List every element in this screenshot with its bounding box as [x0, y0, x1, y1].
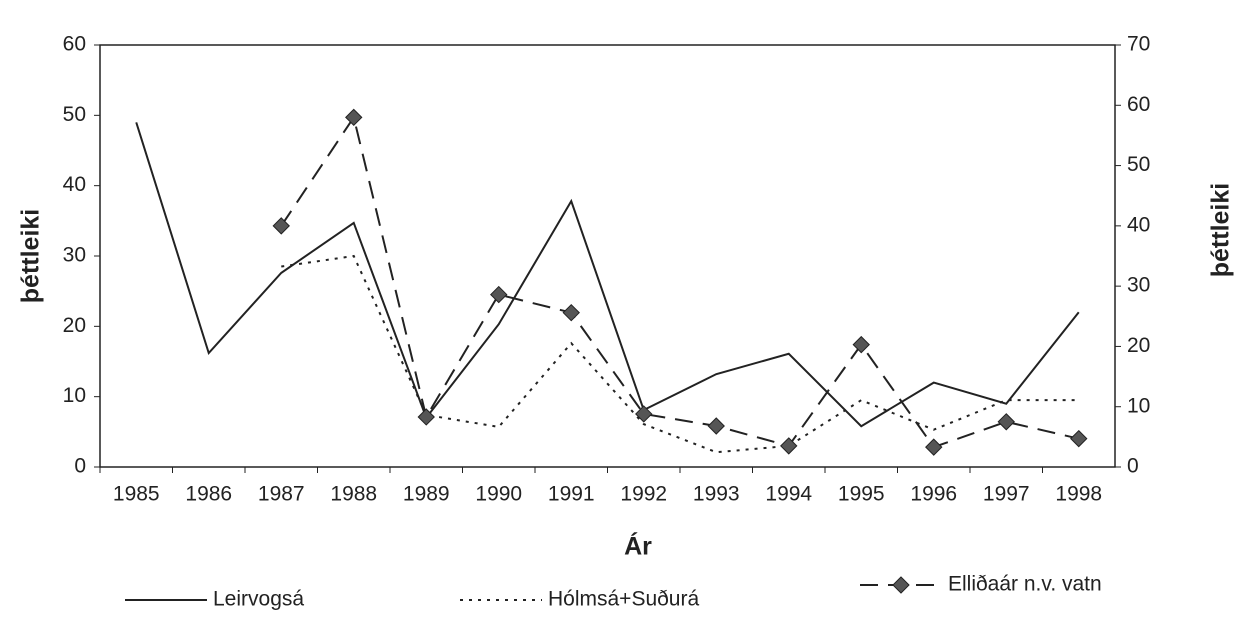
legend-label: Elliðaár n.v. vatn — [948, 573, 1102, 596]
legend-label: Leirvogsá — [213, 588, 304, 611]
legend-label: Hólmsá+Suðurá — [548, 588, 699, 611]
marker — [635, 405, 653, 423]
y2-tick-label: 0 — [1127, 455, 1139, 478]
y2-axis-label: þéttleiki — [1207, 183, 1235, 277]
x-tick-label: 1996 — [910, 483, 957, 506]
y2-tick-label: 50 — [1127, 153, 1150, 176]
marker — [417, 408, 435, 426]
marker — [707, 417, 725, 435]
x-tick-label: 1998 — [1055, 483, 1102, 506]
marker — [925, 438, 943, 456]
x-tick-label: 1986 — [185, 483, 232, 506]
y-tick-label: 40 — [63, 173, 86, 196]
y-tick-label: 30 — [63, 244, 86, 267]
marker — [1070, 429, 1088, 448]
x-tick-label: 1985 — [113, 483, 160, 506]
series-line — [281, 254, 1079, 454]
y2-tick-label: 60 — [1127, 93, 1150, 116]
y2-tick-label: 10 — [1127, 394, 1150, 417]
x-tick-label: 1992 — [620, 483, 667, 506]
y-tick-label: 50 — [63, 103, 86, 126]
marker — [345, 108, 363, 127]
y-tick-label: 20 — [63, 314, 86, 337]
y-tick-label: 60 — [63, 33, 86, 56]
x-tick-label: 1997 — [983, 483, 1030, 506]
y2-tick-label: 30 — [1127, 274, 1150, 297]
marker — [490, 285, 508, 304]
y-tick-label: 0 — [74, 455, 86, 478]
series-line — [135, 122, 1080, 428]
y2-tick-label: 70 — [1127, 33, 1150, 56]
y-axis-label: þéttleiki — [17, 209, 45, 303]
marker — [997, 413, 1015, 431]
y2-tick-label: 40 — [1127, 213, 1150, 236]
series-line — [280, 114, 1079, 449]
x-tick-label: 1994 — [765, 483, 812, 506]
x-tick-label: 1988 — [330, 483, 377, 506]
marker — [780, 437, 798, 455]
marker — [272, 217, 290, 235]
plot-frame — [99, 44, 1116, 468]
x-tick-label: 1993 — [693, 483, 740, 506]
x-tick-label: 1995 — [838, 483, 885, 506]
x-tick-label: 1989 — [403, 483, 450, 506]
x-tick-label: 1990 — [475, 483, 522, 506]
x-axis-label: Ár — [624, 532, 652, 561]
legend-marker — [892, 576, 910, 594]
marker — [852, 335, 870, 354]
y2-tick-label: 20 — [1127, 334, 1150, 357]
x-tick-label: 1991 — [548, 483, 595, 506]
marker — [562, 303, 580, 322]
y-tick-label: 10 — [63, 384, 86, 407]
x-tick-label: 1987 — [258, 483, 305, 506]
